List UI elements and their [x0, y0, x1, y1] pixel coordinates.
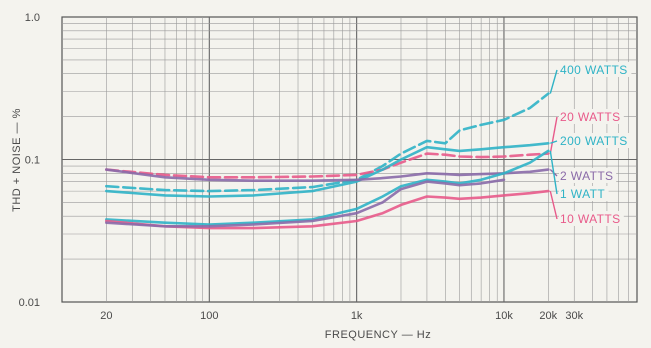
- y-tick-label: 0.01: [19, 297, 40, 309]
- series-line-400-watts: [105, 92, 550, 193]
- x-axis-title: FREQUENCY — Hz: [325, 329, 431, 341]
- legend-label-bg: [559, 168, 617, 183]
- chart-grid: [61, 16, 638, 303]
- legend-label-bg: [559, 109, 624, 124]
- legend-label-bg: [559, 62, 632, 77]
- x-tick-label: 20k: [539, 310, 557, 322]
- legend-label: 200 WATTS: [560, 134, 628, 148]
- legend-label-bg: [559, 186, 609, 201]
- legend-label: 1 WATT: [560, 187, 605, 201]
- legend-label: 2 WATTS: [560, 169, 613, 183]
- legend-leader: [550, 140, 558, 144]
- series-line-unlabeled-6: [105, 178, 506, 228]
- x-tick-label: 100: [200, 310, 218, 322]
- legend-label: 400 WATTS: [560, 63, 628, 77]
- legend-leader: [549, 150, 558, 195]
- legend-leader: [549, 190, 558, 220]
- series-line-2-watts: [105, 168, 550, 182]
- series-lines: [105, 92, 550, 230]
- x-tick-label: 30k: [565, 310, 583, 322]
- x-tick-labels: 20 100 1k 10k 20k 30k: [100, 310, 583, 322]
- x-tick-label: 1k: [351, 310, 363, 322]
- series-line-20-watts: [105, 152, 550, 179]
- legend-leader: [549, 116, 558, 154]
- x-tick-label: 10k: [495, 310, 513, 322]
- series-line-1-watt: [105, 149, 550, 226]
- series-line-200-watts: [105, 142, 550, 198]
- legend-label-bg: [559, 133, 632, 148]
- legend-label-bg: [559, 211, 624, 226]
- x-tick-label: 20: [100, 310, 112, 322]
- y-tick-label: 0.1: [25, 155, 40, 167]
- legend-leader: [549, 69, 558, 94]
- legend: 400 WATTS 20 WATTS 200 WATTS 2 WATTS 1 WATT 1…: [549, 62, 632, 226]
- legend-label: 20 WATTS: [560, 110, 621, 124]
- legend-label: 10 WATTS: [560, 212, 621, 226]
- y-axis-title: THD + NOISE — %: [11, 108, 23, 212]
- y-tick-label: 1.0: [25, 12, 40, 24]
- series-line-10-watts: [105, 189, 550, 230]
- y-tick-labels: 1.0 0.1 0.01: [19, 12, 40, 309]
